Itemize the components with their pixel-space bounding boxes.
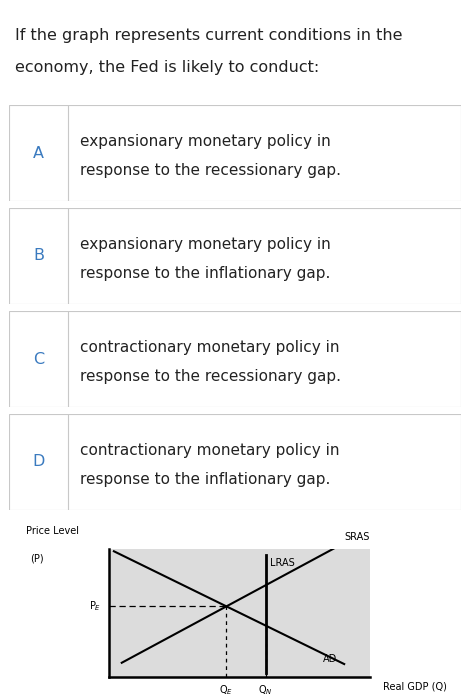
Text: response to the inflationary gap.: response to the inflationary gap. [80, 266, 330, 281]
Text: Price Level: Price Level [26, 526, 79, 536]
Text: B: B [33, 248, 44, 263]
Text: contractionary monetary policy in: contractionary monetary policy in [80, 340, 339, 355]
Text: Q$_N$: Q$_N$ [258, 683, 273, 697]
Text: LRAS: LRAS [270, 558, 294, 568]
Text: C: C [33, 351, 44, 367]
FancyBboxPatch shape [9, 414, 461, 510]
Text: D: D [32, 454, 45, 470]
Text: Q$_E$: Q$_E$ [219, 683, 234, 697]
Text: expansionary monetary policy in: expansionary monetary policy in [80, 237, 331, 252]
Text: If the graph represents current conditions in the: If the graph represents current conditio… [15, 28, 402, 43]
Text: response to the recessionary gap.: response to the recessionary gap. [80, 369, 341, 384]
Text: contractionary monetary policy in: contractionary monetary policy in [80, 443, 339, 458]
FancyBboxPatch shape [9, 105, 461, 201]
Text: A: A [33, 146, 44, 160]
Text: response to the recessionary gap.: response to the recessionary gap. [80, 163, 341, 178]
Text: (P): (P) [31, 554, 44, 564]
Text: Real GDP (Q): Real GDP (Q) [383, 682, 446, 692]
FancyBboxPatch shape [9, 208, 461, 304]
Text: AD: AD [323, 654, 337, 664]
Text: response to the inflationary gap.: response to the inflationary gap. [80, 472, 330, 486]
Text: economy, the Fed is likely to conduct:: economy, the Fed is likely to conduct: [15, 60, 319, 75]
FancyBboxPatch shape [9, 311, 461, 407]
Text: P$_E$: P$_E$ [88, 599, 101, 613]
Text: SRAS: SRAS [344, 532, 369, 542]
Text: expansionary monetary policy in: expansionary monetary policy in [80, 134, 331, 149]
